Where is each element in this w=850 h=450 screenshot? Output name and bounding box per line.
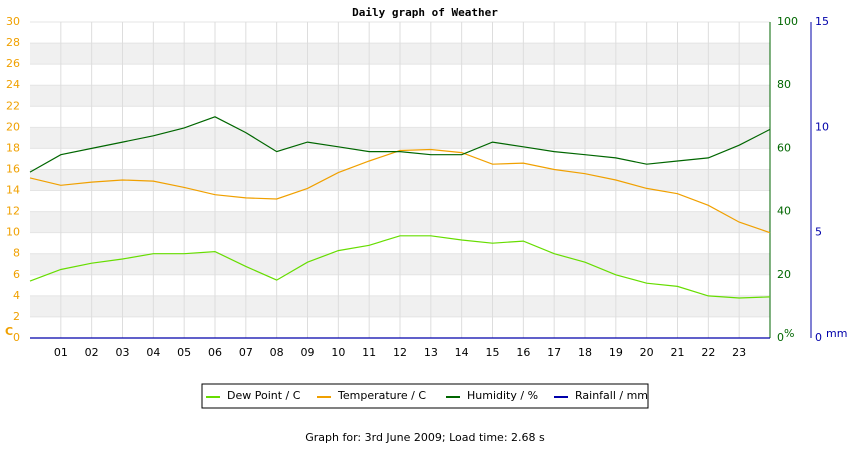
x-tick-label: 06 [208, 346, 222, 359]
y2-axis-label: % [784, 327, 794, 340]
series-line [29, 116, 771, 173]
y3-tick-label: 10 [815, 120, 829, 133]
y-axis-label: C [5, 325, 13, 338]
y3-axis-label: mm [826, 327, 847, 340]
y2-tick-label: 40 [777, 205, 791, 218]
y2-tick-label: 60 [777, 141, 791, 154]
x-tick-label: 13 [424, 346, 438, 359]
x-tick-label: 19 [609, 346, 623, 359]
y-tick-label: 0 [13, 331, 20, 344]
y-tick-label: 30 [6, 15, 20, 28]
x-tick-label: 18 [578, 346, 592, 359]
x-tick-label: 02 [85, 346, 99, 359]
x-tick-label: 03 [116, 346, 130, 359]
x-tick-label: 10 [331, 346, 345, 359]
y-tick-label: 16 [6, 162, 20, 175]
series-line [29, 148, 771, 234]
legend-label: Rainfall / mm [575, 389, 648, 402]
series-line [29, 235, 771, 299]
y-tick-label: 18 [6, 141, 20, 154]
x-tick-label: 23 [732, 346, 746, 359]
y2-tick-label: 0 [777, 331, 784, 344]
x-tick-label: 22 [701, 346, 715, 359]
y-tick-label: 22 [6, 99, 20, 112]
y2-tick-label: 20 [777, 268, 791, 281]
x-tick-label: 12 [393, 346, 407, 359]
y-tick-label: 28 [6, 36, 20, 49]
x-tick-label: 07 [239, 346, 253, 359]
y3-tick-label: 15 [815, 15, 829, 28]
y2-tick-label: 100 [777, 15, 798, 28]
y-tick-label: 20 [6, 120, 20, 133]
x-tick-label: 05 [177, 346, 191, 359]
y-tick-label: 6 [13, 268, 20, 281]
y-tick-label: 10 [6, 226, 20, 239]
legend-label: Humidity / % [467, 389, 538, 402]
x-tick-label: 21 [671, 346, 685, 359]
y-tick-label: 26 [6, 57, 20, 70]
x-tick-label: 15 [486, 346, 500, 359]
x-tick-label: 20 [640, 346, 654, 359]
x-tick-label: 14 [455, 346, 469, 359]
x-tick-label: 09 [301, 346, 315, 359]
x-tick-label: 17 [547, 346, 561, 359]
plot-area [30, 21, 770, 339]
x-tick-label: 11 [362, 346, 376, 359]
x-tick-label: 16 [516, 346, 530, 359]
y-tick-label: 8 [13, 247, 20, 260]
footer: Graph for: 3rd June 2009; Load time: 2.6… [305, 431, 545, 444]
legend-label: Temperature / C [337, 389, 426, 402]
y-tick-label: 24 [6, 78, 20, 91]
x-tick-label: 08 [270, 346, 284, 359]
y-tick-label: 2 [13, 310, 20, 323]
y3-tick-label: 5 [815, 226, 822, 239]
chart-title: Daily graph of Weather [352, 6, 498, 19]
x-tick-label: 04 [146, 346, 160, 359]
y2-tick-label: 80 [777, 78, 791, 91]
y3-tick-label: 0 [815, 331, 822, 344]
y-tick-label: 12 [6, 205, 20, 218]
y-tick-label: 4 [13, 289, 20, 302]
legend-box [201, 383, 649, 409]
legend-label: Dew Point / C [227, 389, 301, 402]
x-tick-label: 01 [54, 346, 68, 359]
y-tick-label: 14 [6, 184, 20, 197]
